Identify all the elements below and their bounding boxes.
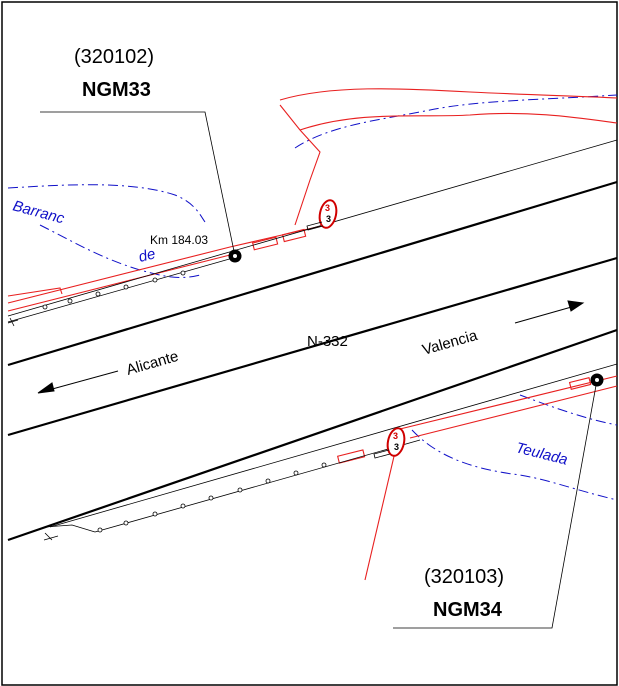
verge-upper-b [7, 254, 231, 312]
label-road-name: N-332 [307, 333, 348, 350]
stream-teulada-mid [411, 429, 618, 501]
plot-a [251, 236, 279, 251]
km-post-upper-top: 3 [325, 203, 330, 213]
plot-c [336, 449, 366, 464]
plot-b [281, 228, 307, 243]
label-alicante: Alicante [124, 348, 180, 379]
benchmark-ngm33-code: (320102) [74, 46, 154, 68]
label-barranc: Barranc [11, 197, 67, 227]
km-post-upper: 3 3 [306, 199, 338, 231]
fence-posts-lower [97, 462, 327, 533]
tick-lower [43, 532, 59, 541]
stream-upper [294, 94, 618, 149]
leader-ngm34 [393, 379, 598, 629]
shoulder-north [7, 139, 618, 317]
stream-teulada-top [519, 394, 618, 426]
arrow-right-head [567, 300, 585, 312]
benchmark-ngm34-code: (320103) [424, 566, 504, 588]
label-teulada: Teulada [514, 439, 569, 468]
benchmark-ngm33-name: NGM33 [82, 79, 151, 101]
benchmark-ngm33-km: Km 184.03 [150, 233, 208, 247]
verge-lower-a [399, 375, 618, 430]
km-post-lower-bottom: 3 [394, 442, 399, 452]
fence-posts-upper [42, 270, 186, 310]
shoulder-north-2 [7, 255, 241, 323]
arrow-right-shaft [514, 305, 576, 324]
boundary-upper-1 [279, 88, 618, 101]
boundary-branch [279, 104, 321, 226]
road-edge-north [7, 180, 618, 367]
arrow-left-shaft [44, 370, 119, 392]
stream-barranc-bottom [39, 224, 201, 278]
direction-arrows [37, 300, 585, 394]
boundary-upper-2 [299, 112, 618, 131]
tick-upper [7, 317, 19, 327]
watercourses [7, 94, 618, 501]
plot-d [568, 377, 592, 390]
km-post-lower-top: 3 [393, 431, 398, 441]
benchmark-ngm34: (320103) NGM34 [393, 373, 604, 629]
road-edge-south [7, 328, 618, 542]
verge-lower-b [409, 385, 618, 439]
benchmark-ngm33: (320102) NGM33 Km 184.03 [40, 46, 242, 263]
shoulder-south-2 [94, 439, 421, 533]
km-post-upper-bottom: 3 [326, 214, 331, 224]
stream-barranc-top [7, 184, 206, 223]
verge-upper-c [7, 287, 63, 297]
km-post-lower: 3 3 [373, 427, 406, 459]
boundary-lower-branch [364, 451, 396, 581]
benchmark-ngm34-name: NGM34 [433, 599, 503, 621]
leader-ngm33 [40, 111, 236, 257]
ditch-lower [44, 524, 96, 533]
road-centre [7, 256, 618, 437]
label-valencia: Valencia [420, 327, 480, 359]
road-n332 [7, 139, 618, 542]
property-boundaries [7, 88, 618, 581]
label-de: de [137, 245, 157, 266]
arrow-left-head [37, 382, 55, 394]
shoulder-south [49, 363, 618, 528]
